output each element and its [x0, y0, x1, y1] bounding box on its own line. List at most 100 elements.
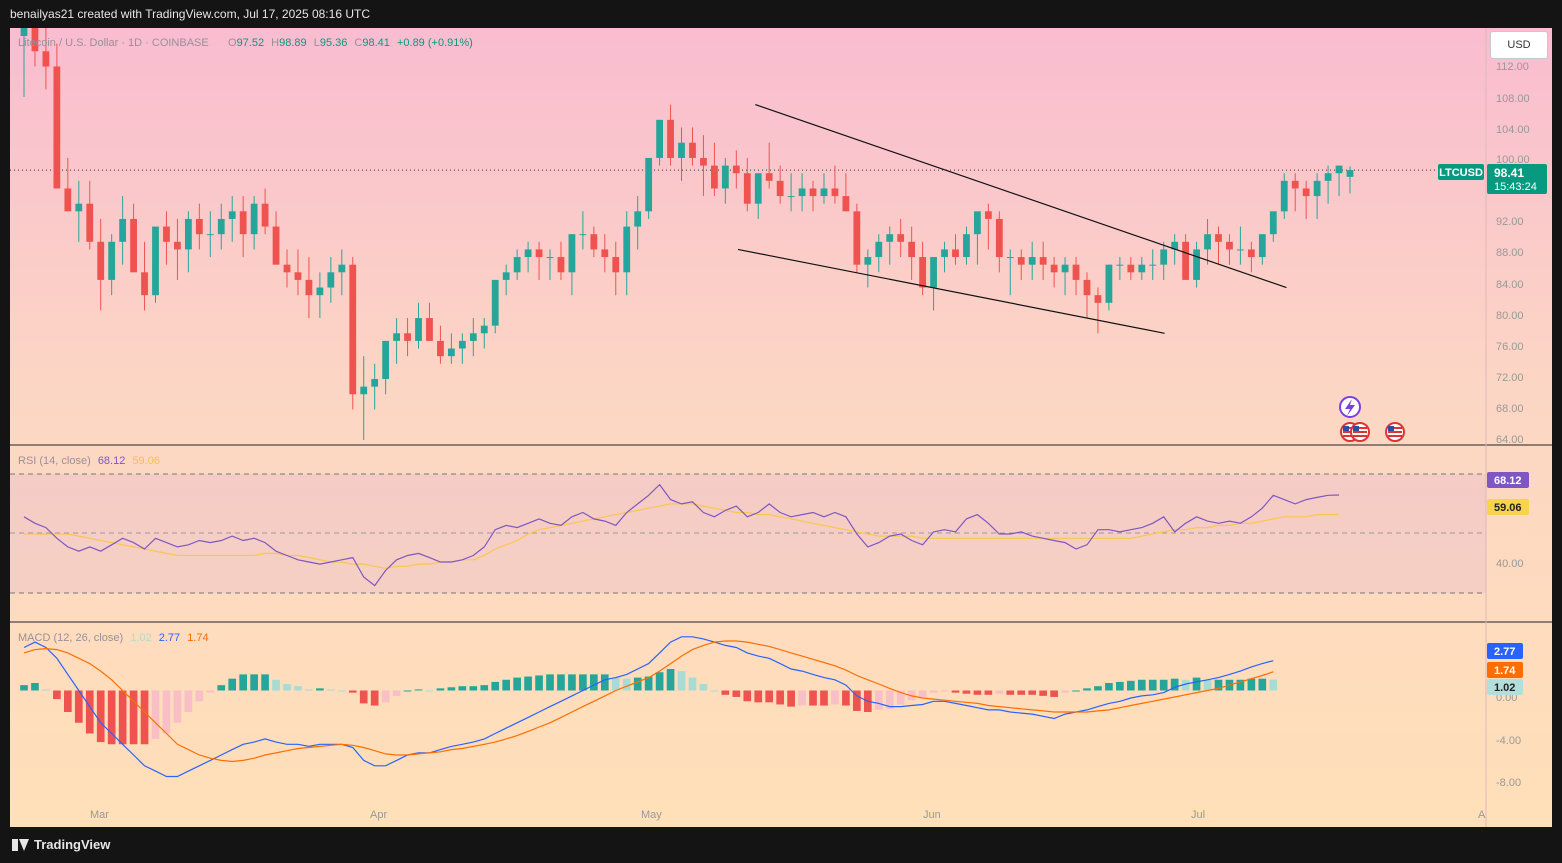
hist-badge: 1.02: [1494, 682, 1515, 694]
macd-histogram-bar: [140, 690, 149, 745]
candle: [1215, 226, 1222, 265]
chart-svg[interactable]: Litecoin / U.S. Dollar · 1D · COINBASE O…: [10, 28, 1552, 827]
macd-axis-tick: -4.00: [1496, 735, 1521, 747]
candle-body: [415, 318, 422, 341]
candle-body: [612, 257, 620, 273]
price-tick: 80.00: [1496, 310, 1524, 322]
macd-histogram-bar: [546, 674, 554, 691]
macd-histogram-bar: [118, 690, 127, 745]
macd-histogram-bar: [787, 690, 795, 707]
event-lightning-icon[interactable]: [1339, 396, 1361, 418]
candle-body: [338, 264, 346, 273]
legend-c-label: C: [354, 37, 362, 49]
macd-histogram-bar: [436, 688, 445, 691]
candle-body: [1247, 249, 1255, 258]
macd-histogram-bar: [1170, 678, 1179, 691]
candle: [283, 249, 291, 288]
macd-histogram-bar: [1039, 690, 1047, 696]
candle: [42, 28, 50, 90]
legend-l-value: 95.36: [320, 37, 348, 49]
macd-histogram-bar: [425, 690, 434, 692]
macd-histogram-bar: [447, 687, 456, 691]
candle-body: [360, 386, 368, 395]
legend-change: +0.89 (+0.91%): [397, 37, 473, 49]
macd-histogram-bar: [217, 685, 226, 691]
macd-histogram-bar: [1203, 679, 1212, 691]
candle-body: [919, 257, 927, 288]
candle-body: [316, 287, 324, 296]
candle-body: [1269, 211, 1277, 235]
macd-histogram-bar: [940, 690, 949, 692]
macd-histogram-bar: [984, 690, 993, 695]
candle: [820, 173, 828, 204]
macd-histogram-bar: [239, 674, 248, 691]
price-axis[interactable]: 112.00 108.00 104.00 100.00 92.00 88.00 …: [1496, 61, 1530, 446]
candle-body: [820, 188, 828, 197]
candle: [195, 203, 203, 250]
candle-body: [1215, 234, 1222, 242]
macd-histogram-bar: [458, 686, 467, 691]
candle-body: [864, 257, 872, 265]
candle-body: [426, 318, 433, 341]
price-tick: 64.00: [1496, 434, 1524, 446]
tradingview-logo-icon: [12, 838, 29, 851]
macd-histogram-bar: [622, 678, 631, 691]
candle: [1160, 241, 1168, 280]
candle-body: [130, 218, 137, 273]
currency-selector[interactable]: USD: [1490, 31, 1548, 59]
candle-body: [250, 203, 258, 235]
macd-histogram-bar: [1214, 679, 1223, 691]
candle-body: [941, 249, 948, 258]
candle-body: [141, 272, 148, 296]
candle: [1039, 241, 1047, 280]
candle: [776, 165, 784, 204]
candle-body: [42, 51, 50, 67]
candle: [64, 157, 72, 212]
us-flag-icon[interactable]: [1385, 422, 1405, 442]
candle: [732, 150, 740, 189]
candle: [1149, 249, 1157, 280]
macd-histogram-bar: [316, 688, 324, 691]
macd-histogram-bar: [1181, 679, 1190, 691]
macd-histogram-bar: [107, 690, 116, 745]
macd-histogram-bar: [1006, 690, 1015, 695]
macd-histogram-bar: [327, 689, 335, 691]
candle-body: [119, 218, 127, 242]
chart-area[interactable]: Litecoin / U.S. Dollar · 1D · COINBASE O…: [10, 28, 1552, 827]
candle: [86, 180, 94, 250]
candle: [1335, 165, 1343, 197]
candle: [316, 272, 324, 319]
candle: [1204, 218, 1211, 265]
macd-histogram-bar: [162, 690, 171, 734]
candle-body: [754, 173, 762, 204]
time-axis[interactable]: Mar Apr May Jun Jul A: [90, 809, 1486, 821]
legend-h-value: 98.89: [279, 37, 307, 49]
candle: [689, 127, 696, 166]
macd-histogram-bar: [20, 685, 28, 691]
macd-histogram-bar: [31, 682, 39, 691]
macd-axis-tick: -8.00: [1496, 777, 1521, 789]
macd-histogram-bar: [272, 679, 280, 691]
signal-line: [23, 640, 1274, 763]
candle-body: [1017, 257, 1025, 265]
candle-body: [1160, 249, 1168, 265]
macd-histogram-bar: [403, 690, 412, 692]
candle-body: [86, 203, 94, 242]
us-flag-icon[interactable]: [1350, 422, 1370, 442]
footer-bar: TradingView: [0, 827, 1562, 863]
trendline: [755, 104, 1287, 289]
candle-body: [623, 226, 631, 273]
candle-body: [75, 203, 83, 212]
signal-badge: 1.74: [1494, 665, 1516, 677]
rsi-line: [23, 483, 1340, 587]
tradingview-logo[interactable]: TradingView: [12, 837, 110, 852]
candle-body: [579, 234, 587, 236]
candle-body: [689, 142, 696, 158]
candle-body: [294, 272, 302, 280]
macd-histogram-bar: [1258, 678, 1267, 691]
candle-body: [1050, 264, 1058, 273]
candle: [557, 241, 565, 280]
macd-histogram-bar: [469, 686, 478, 691]
candle: [634, 196, 642, 250]
macd-histogram-bar: [1159, 679, 1168, 691]
